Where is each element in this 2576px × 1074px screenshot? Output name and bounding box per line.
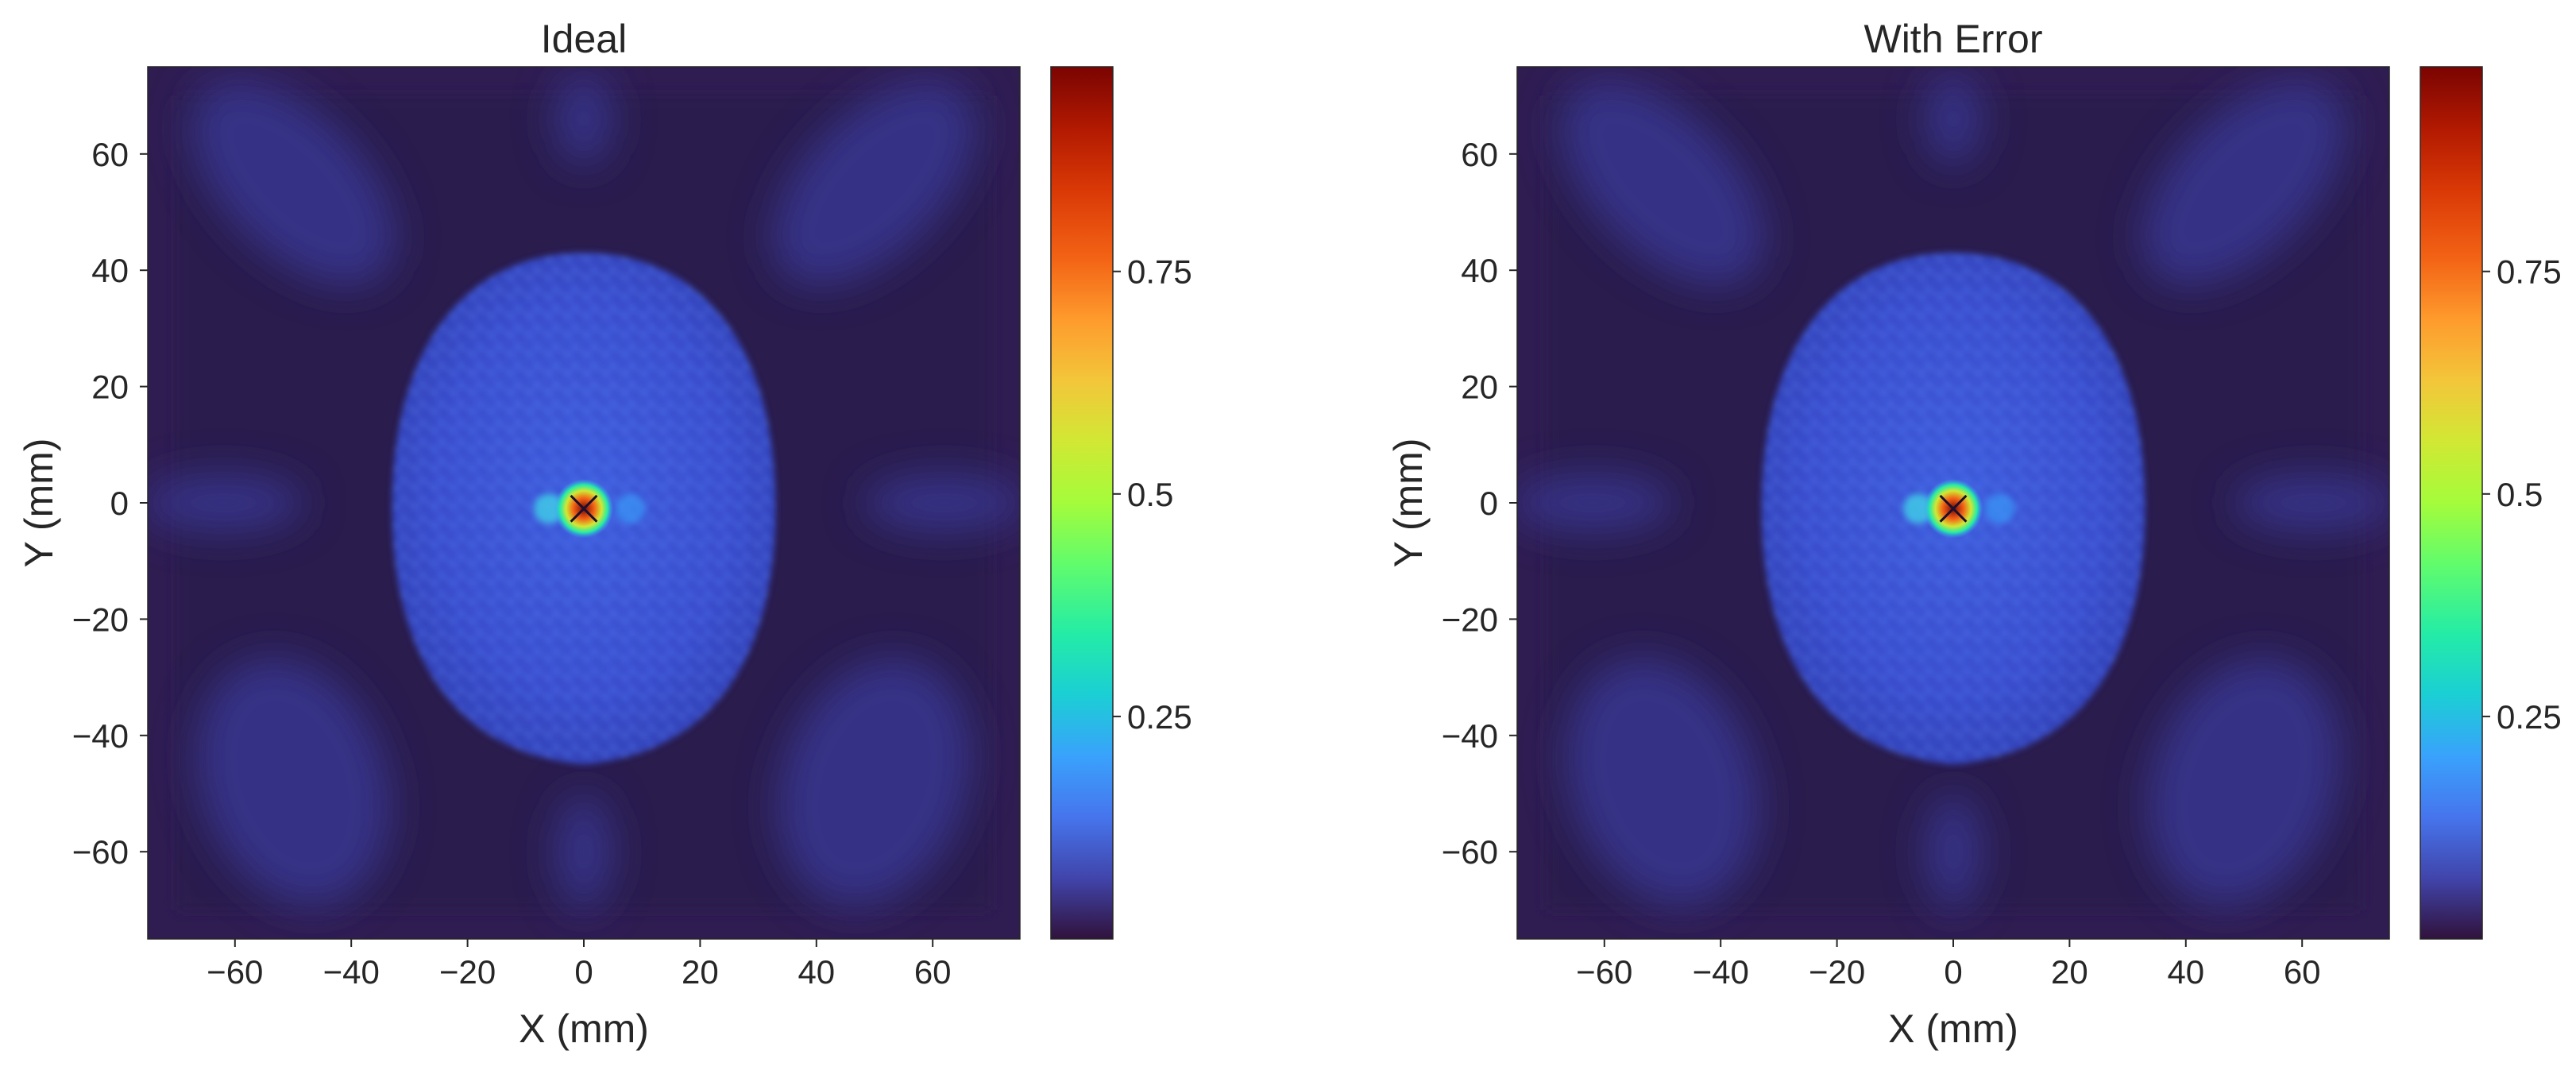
x-axis-label: X (mm) xyxy=(519,1006,649,1051)
colorbar-tick-label: 0.75 xyxy=(2497,253,2562,291)
x-tick-label: 0 xyxy=(574,953,593,991)
colorbar: 0.25 0.5 0.75 xyxy=(1050,66,1192,940)
colorbar-tick-label: 0.5 xyxy=(1127,476,1173,513)
x-tick-label: 60 xyxy=(2284,953,2321,991)
focal-spot xyxy=(1903,478,2015,539)
colorbar-tick-label: 0.25 xyxy=(1127,698,1192,736)
target-marker-icon xyxy=(570,494,598,523)
x-tick-label: 0 xyxy=(1944,953,1962,991)
x-tick-label: 40 xyxy=(2167,953,2204,991)
x-tick-label: −60 xyxy=(1576,953,1632,991)
side-lobes xyxy=(148,72,1020,910)
heatmap-image xyxy=(1517,67,2389,939)
y-tick-label: 40 xyxy=(1461,252,1498,289)
chart-title: Ideal xyxy=(541,17,627,61)
y-tick-label: 60 xyxy=(91,136,129,173)
x-axis-label: X (mm) xyxy=(1888,1006,2018,1051)
y-tick-label: −60 xyxy=(1442,833,1498,871)
colorbar-tick-label: 0.5 xyxy=(2497,476,2543,513)
colorbar-gradient xyxy=(2420,66,2483,940)
colorbar-tick-label: 0.25 xyxy=(2497,698,2562,736)
y-tick-label: 20 xyxy=(91,369,129,406)
y-tick-label: 60 xyxy=(1461,136,1498,173)
y-tick-label: −40 xyxy=(1442,717,1498,755)
x-tick-label: −40 xyxy=(323,953,380,991)
x-tick-label: −60 xyxy=(207,953,263,991)
side-lobes xyxy=(1517,72,2389,910)
y-tick-label: −20 xyxy=(72,601,129,638)
colorbar: 0.25 0.5 0.75 xyxy=(2420,66,2562,940)
y-tick-label: −20 xyxy=(1442,601,1498,638)
chart-title: With Error xyxy=(1864,17,2043,61)
y-axis-label: Y (mm) xyxy=(17,438,61,568)
y-tick-label: 20 xyxy=(1461,369,1498,406)
y-tick-label: 0 xyxy=(1480,485,1498,522)
panel-with-error: With Error −60 −40 −20 0 20 40 60 60 40 20 0 −20 −40 −… xyxy=(1386,17,2562,1051)
panel-ideal: Ideal −60 −40 −20 0 20 40 60 60 40 20 0 −20 −40 −60 X (… xyxy=(17,17,1192,1051)
heatmap-image xyxy=(148,67,1020,939)
x-tick-label: −40 xyxy=(1693,953,1749,991)
x-tick-label: 20 xyxy=(682,953,719,991)
colorbar-tick-label: 0.75 xyxy=(1127,253,1192,291)
x-tick-label: −20 xyxy=(1809,953,1865,991)
y-tick-label: −60 xyxy=(72,833,129,871)
colorbar-gradient xyxy=(1050,66,1114,940)
y-axis-label: Y (mm) xyxy=(1386,438,1431,568)
x-tick-label: 20 xyxy=(2051,953,2088,991)
y-tick-label: 0 xyxy=(110,485,129,522)
focal-spot xyxy=(534,478,646,539)
y-tick-label: −40 xyxy=(72,717,129,755)
target-marker-icon xyxy=(1939,494,1968,523)
x-tick-label: 60 xyxy=(914,953,952,991)
x-tick-label: 40 xyxy=(798,953,835,991)
y-tick-label: 40 xyxy=(91,252,129,289)
x-tick-label: −20 xyxy=(439,953,496,991)
